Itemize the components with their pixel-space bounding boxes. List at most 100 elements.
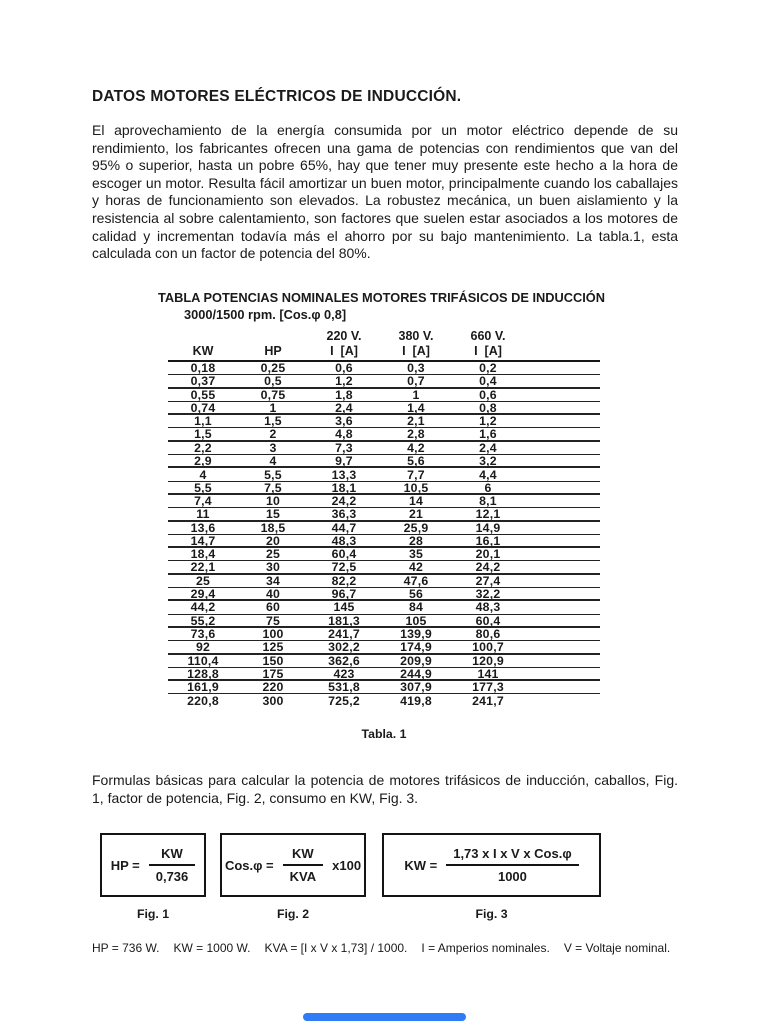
table-cell: 48,3 <box>475 600 501 615</box>
table-cell: 725,2 <box>328 694 360 709</box>
fraction-bar <box>148 864 196 866</box>
table-cell: 7,5 <box>264 480 282 495</box>
table-title: TABLA POTENCIAS NOMINALES MOTORES TRIFÁS… <box>158 290 638 322</box>
table-cell: 0,18 <box>190 361 216 376</box>
table-cell: 3,2 <box>479 454 497 469</box>
table-row: 0,74 1 2,4 1,4 0,8 <box>168 400 600 416</box>
table-row: 0,55 0,75 1,8 1 0,6 <box>168 389 600 402</box>
table-cell: 0,6 <box>335 361 353 376</box>
table-row: 29,4 40 96,7 56 32,2 <box>168 587 600 602</box>
table-cell: 84 <box>408 600 424 615</box>
table-cell: 75 <box>265 613 281 628</box>
table-cell: 307,9 <box>400 680 432 695</box>
table-row: 1,1 1,5 3,6 2,1 1,2 <box>168 414 600 429</box>
table-cell: 141 <box>477 666 499 681</box>
table-title-line2: 3000/1500 rpm. [Cos.φ 0,8] <box>184 307 347 322</box>
table-cell: 14 <box>408 494 424 509</box>
progress-indicator-bar[interactable] <box>303 1013 466 1021</box>
motor-ratings-table: 220 V. 380 V. 660 V. KW HP I [A] I [A] I… <box>168 329 600 708</box>
table-cell: 8,1 <box>479 494 497 509</box>
footnote-item: V = Voltaje nominal. <box>563 941 671 955</box>
fraction-numerator: 1,73 x I x V x Cos.φ <box>453 846 572 861</box>
table-cell: 120,9 <box>472 653 504 668</box>
table-cell: 5,6 <box>407 454 425 469</box>
fraction-denominator: 0,736 <box>155 869 189 884</box>
table-cell: 1 <box>269 400 277 415</box>
formula-lhs: HP = <box>110 857 140 873</box>
table-cell: 0,3 <box>407 361 425 376</box>
table-cell: 241,7 <box>472 694 504 709</box>
formula-box-kw: KW = 1,73 x I x V x Cos.φ 1000 <box>382 833 601 897</box>
table-cell: 82,2 <box>331 573 357 588</box>
formula-lhs: Cos.φ = <box>224 857 274 873</box>
table-cell: 2,1 <box>407 414 425 429</box>
table-cell: 13,6 <box>190 520 216 535</box>
fraction: 1,73 x I x V x Cos.φ 1000 <box>446 846 579 884</box>
table-cell: 105 <box>405 613 427 628</box>
table-row: 22,1 30 72,5 42 24,2 <box>168 560 600 575</box>
table-cell: 0,7 <box>407 374 425 389</box>
table-cell: 177,3 <box>472 680 504 695</box>
table-cell: 30 <box>265 560 281 575</box>
fraction: KW 0,736 <box>148 846 196 884</box>
table-cell: 300 <box>262 694 284 709</box>
column-header: I [A] <box>474 344 502 358</box>
table-cell: 42 <box>408 560 424 575</box>
table-cell: 0,55 <box>190 387 216 402</box>
table-cell: 5,5 <box>264 467 282 482</box>
table-row: 13,6 18,5 44,7 25,9 14,9 <box>168 522 600 535</box>
formulas-paragraph: Formulas básicas para calcular la potenc… <box>92 772 678 806</box>
table-cell: 175 <box>262 666 284 681</box>
table-cell: 20 <box>265 533 281 548</box>
table-cell: 44,2 <box>190 600 216 615</box>
table-cell: 1,6 <box>479 427 497 442</box>
fraction: KW KVA <box>282 846 324 884</box>
table-cell: 1,8 <box>335 387 353 402</box>
table-row: 220,8 300 725,2 419,8 241,7 <box>168 694 600 707</box>
table-cell: 4 <box>199 467 207 482</box>
table-cell: 139,9 <box>400 627 432 642</box>
definitions-footnote: HP = 736 W. KW = 1000 W. KVA = [I x V x … <box>92 941 712 955</box>
fraction-numerator: KW <box>161 846 183 861</box>
table-row: 2,9 4 9,7 5,6 3,2 <box>168 454 600 469</box>
table-cell: 174,9 <box>400 640 432 655</box>
table-column-header-row: KW HP I [A] I [A] I [A] <box>168 344 600 362</box>
table-cell: 181,3 <box>328 613 360 628</box>
table-cell: 29,4 <box>190 587 216 602</box>
table-cell: 362,6 <box>328 653 360 668</box>
table-row: 7,4 10 24,2 14 8,1 <box>168 494 600 509</box>
formula-box-cosphi: Cos.φ = KW KVA x100 <box>220 833 366 897</box>
table-cell: 100,7 <box>472 640 504 655</box>
table-cell: 36,3 <box>331 507 357 522</box>
table-title-line1: TABLA POTENCIAS NOMINALES MOTORES TRIFÁS… <box>158 290 605 305</box>
table-cell: 4,8 <box>335 427 353 442</box>
table-cell: 7,3 <box>335 440 353 455</box>
table-cell: 96,7 <box>331 587 357 602</box>
table-row: 0,18 0,25 0,6 0,3 0,2 <box>168 361 600 376</box>
formula-suffix: x100 <box>332 857 362 873</box>
table-cell: 16,1 <box>475 533 501 548</box>
table-cell: 531,8 <box>328 680 360 695</box>
table-cell: 244,9 <box>400 666 432 681</box>
table-cell: 1,1 <box>194 414 212 429</box>
fraction-bar <box>282 864 324 866</box>
table-row: 11 15 36,3 21 12,1 <box>168 507 600 522</box>
table-cell: 25,9 <box>403 520 429 535</box>
footnote-item: I = Amperios nominales. <box>421 941 550 955</box>
column-header: I [A] <box>330 344 358 358</box>
formula-lhs: KW = <box>404 857 438 873</box>
table-cell: 18,1 <box>331 480 357 495</box>
table-cell: 60,4 <box>475 613 501 628</box>
table-cell: 60,4 <box>331 547 357 562</box>
table-cell: 60 <box>265 600 281 615</box>
table-cell: 0,8 <box>479 400 497 415</box>
table-cell: 0,75 <box>260 387 286 402</box>
table-row: 161,9 220 531,8 307,9 177,3 <box>168 680 600 695</box>
table-cell: 0,37 <box>190 374 216 389</box>
column-header-spacer <box>524 344 600 358</box>
table-cell: 28 <box>408 533 424 548</box>
table-cell: 2,4 <box>335 400 353 415</box>
table-cell: 145 <box>333 600 355 615</box>
table-cell: 73,6 <box>190 627 216 642</box>
table-cell: 302,2 <box>328 640 360 655</box>
